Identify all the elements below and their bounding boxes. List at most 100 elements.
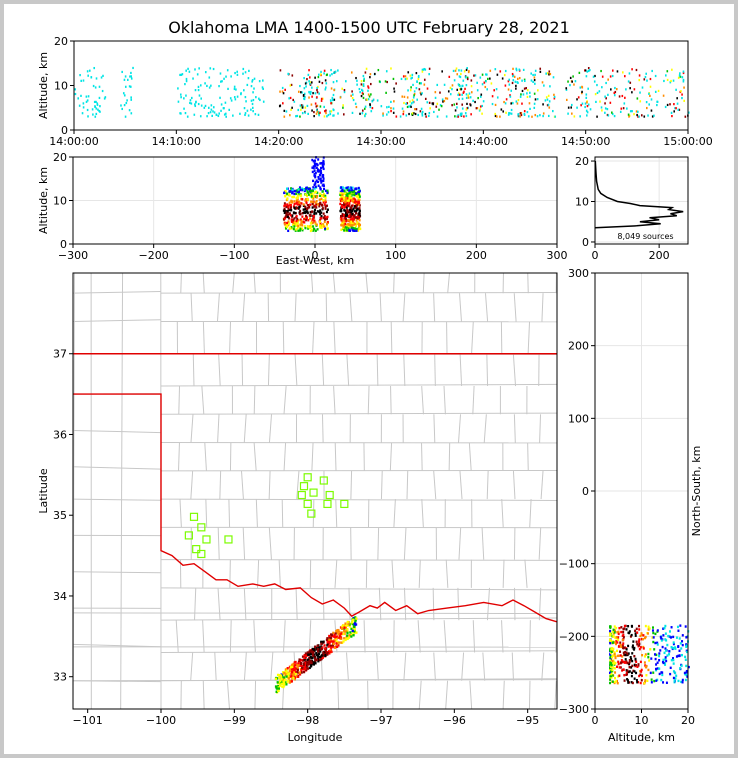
source-mark [309,229,312,233]
source-mark [664,647,667,650]
source-mark [186,115,189,118]
source-mark [337,69,339,72]
source-mark [617,660,620,663]
source-mark [300,194,303,197]
source-mark [334,637,337,641]
source-mark [650,681,653,684]
source-mark [574,80,577,83]
source-mark [423,67,426,71]
source-mark [321,163,324,167]
source-mark [652,671,655,674]
station-marker [307,509,316,518]
county-line [73,498,162,501]
source-mark [322,216,325,219]
source-mark [662,658,665,662]
source-mark [534,73,536,76]
source-mark [318,80,321,83]
source-mark [451,88,453,91]
source-mark [311,170,314,174]
source-mark [308,80,310,83]
source-mark [240,92,242,95]
county-line [346,652,349,681]
county-line [393,273,395,294]
source-mark [466,107,469,110]
source-mark [278,681,282,684]
source-mark [248,69,250,72]
source-mark [180,73,183,76]
source-mark [639,100,642,103]
source-mark [369,103,371,107]
source-mark [666,70,669,73]
county-line [403,527,407,560]
source-mark [340,626,343,630]
source-mark [604,111,606,114]
source-mark [655,668,658,672]
source-mark [610,88,612,91]
source-mark [282,209,285,212]
source-mark [121,70,123,74]
source-mark [610,640,613,643]
source-mark [314,164,317,167]
source-mark [315,203,318,206]
source-mark [348,189,351,192]
source-mark [312,194,315,197]
source-mark [459,75,462,79]
source-mark [353,631,356,635]
source-mark [464,87,466,90]
source-mark [534,69,537,72]
source-mark [288,217,291,220]
source-mark [617,632,620,636]
source-mark [421,70,424,73]
source-mark [609,663,612,667]
source-mark [668,635,671,638]
source-mark [302,670,306,674]
source-mark [520,113,523,117]
source-mark [309,222,312,225]
source-mark [313,169,316,172]
source-mark [301,212,304,215]
source-mark [289,214,292,217]
source-mark [463,70,466,73]
county-line [422,273,425,294]
source-mark [534,98,537,101]
source-mark [233,85,236,88]
county-line [312,499,315,528]
source-mark [654,632,657,636]
source-mark [350,204,353,208]
source-mark [289,96,292,100]
source-mark [232,114,234,117]
source-mark [220,80,222,83]
source-mark [669,666,672,670]
source-mark [283,191,286,195]
plan-view-frame [72,272,558,710]
source-mark [612,630,615,634]
source-mark [465,93,468,96]
source-mark [640,637,643,641]
source-mark [490,82,493,85]
source-mark [609,659,612,662]
county-line [556,386,557,390]
source-mark [361,112,364,115]
source-mark [349,199,352,203]
source-mark [351,186,354,189]
source-mark [207,106,210,109]
source-mark [245,100,247,103]
source-mark [553,95,556,99]
county-line [296,470,300,500]
source-mark [595,100,597,104]
county-line [363,620,366,653]
source-mark [304,210,307,214]
source-mark [613,662,616,665]
source-mark [680,90,682,93]
source-mark [609,649,612,652]
source-mark [609,75,612,78]
source-mark [294,189,297,193]
source-mark [359,90,361,94]
source-mark [677,654,680,658]
latitude-tick-label: 37 [53,348,67,361]
source-mark [278,673,282,677]
source-mark [325,210,328,214]
source-mark [306,658,309,661]
source-mark [294,660,297,664]
source-mark [300,91,302,94]
